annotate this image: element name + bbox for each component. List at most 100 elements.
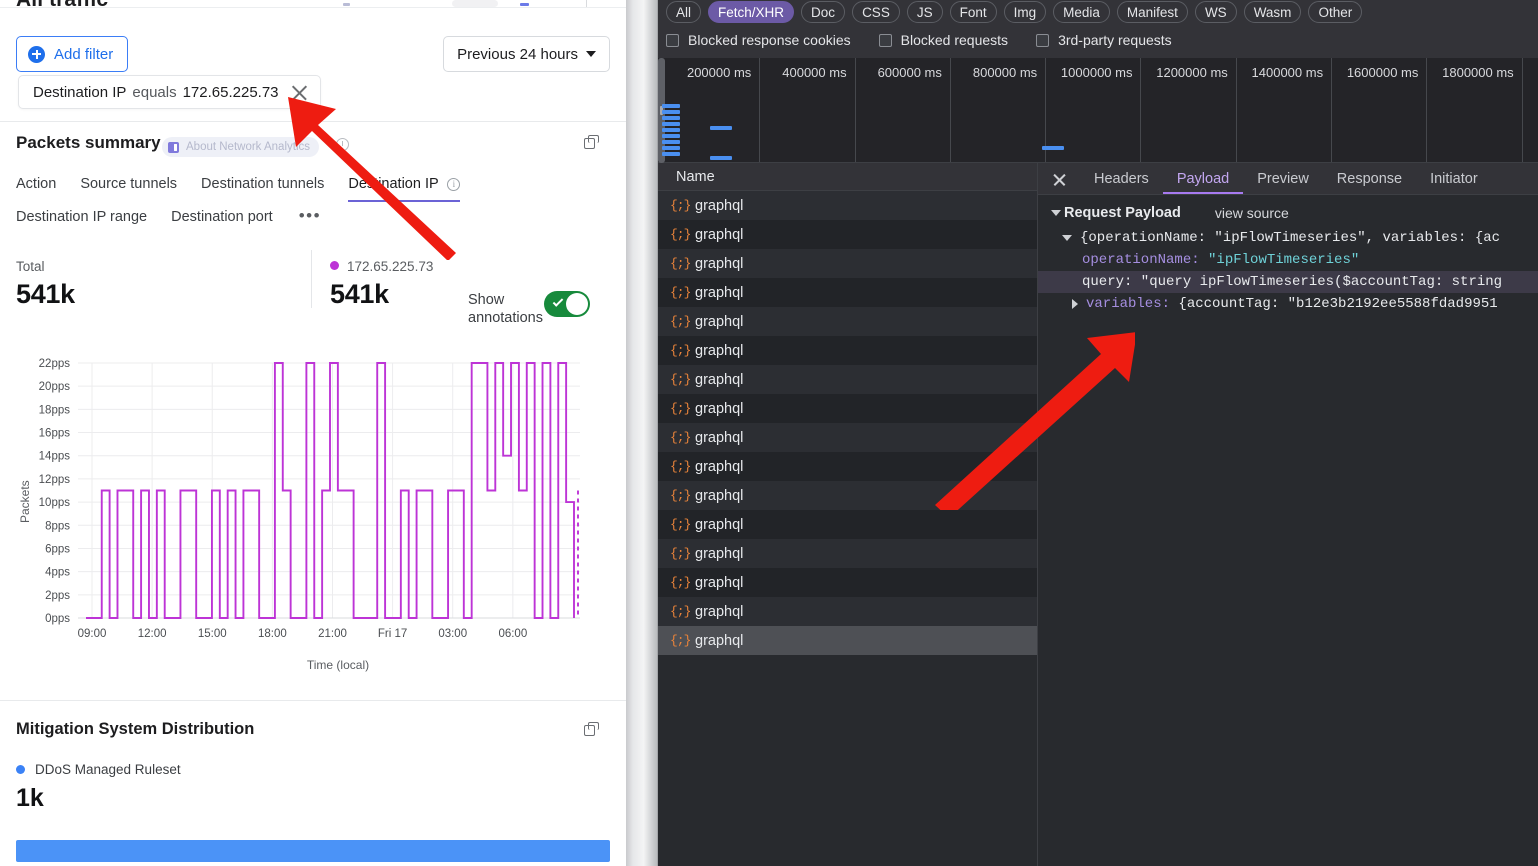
request-row[interactable]: {;} graphql [658,307,1037,336]
timeline-request-bar [662,140,680,144]
dimension-tab-destination-port[interactable]: Destination port [171,204,285,231]
timeline-drag-handle[interactable] [658,58,665,163]
dimension-tab-action[interactable]: Action [16,171,68,198]
request-payload-title[interactable]: Request Payload [1051,205,1181,221]
window-edge-shadow [626,0,658,866]
json-icon: {;} [670,604,691,619]
dimension-tab-destination-tunnels[interactable]: Destination tunnels [201,171,336,198]
info-icon[interactable]: i [447,178,461,191]
request-name: graphql [695,284,744,301]
add-filter-button[interactable]: Add filter [16,36,129,72]
request-name: graphql [695,632,744,649]
remove-filter-icon[interactable] [291,84,308,101]
show-annotations-toggle[interactable] [544,291,590,317]
x-axis-tick-label: 15:00 [198,628,227,640]
resource-filter-other[interactable]: Other [1308,1,1363,23]
expand-mitigation-card-icon[interactable] [584,722,600,738]
detail-tab-bar: Headers Payload Preview Response Initiat… [1038,163,1538,195]
checkbox-label: 3rd-party requests [1058,32,1172,48]
timeline-request-bar [662,134,680,138]
timeline-request-bar [662,128,680,132]
checkbox-3rd-party-requests[interactable]: 3rd-party requests [1036,32,1172,48]
request-row[interactable]: {;} graphql [658,394,1037,423]
timeline-request-bar [662,116,680,120]
tab-payload[interactable]: Payload [1163,163,1243,194]
request-row[interactable]: {;} graphql [658,249,1037,278]
chevron-down-icon[interactable] [1062,235,1072,241]
payload-variables-line[interactable]: variables: {accountTag: "b12e3b2192ee558… [1038,293,1538,315]
request-name: graphql [695,400,744,417]
resource-filter-all[interactable]: All [666,1,702,23]
resource-filter-wasm[interactable]: Wasm [1243,1,1302,23]
active-filter-chip[interactable]: Destination IP equals 172.65.225.73 [18,75,321,109]
request-row[interactable]: {;} graphql [658,365,1037,394]
network-overview-timeline[interactable]: 200000 ms 400000 ms 600000 ms 800000 ms 1000… [658,58,1538,180]
y-axis-tick-label: 16pps [39,428,71,440]
mitigation-distribution-bar[interactable] [16,840,610,862]
request-row[interactable]: {;} graphql [658,626,1037,655]
resource-filter-doc[interactable]: Doc [801,1,846,23]
dimension-tabs-row-2: Destination IP range Destination port ••… [0,204,626,231]
resource-filter-manifest[interactable]: Manifest [1116,1,1188,23]
chevron-right-icon[interactable] [1072,299,1078,309]
history-clock-icon[interactable] [336,138,349,151]
request-row[interactable]: {;} graphql [658,597,1037,626]
request-row[interactable]: {;} graphql [658,481,1037,510]
checkbox-label: Blocked requests [900,32,1009,48]
dimension-tab-destination-ip[interactable]: Destination IP i [348,171,472,202]
payload-query-line[interactable]: query: "query ipFlowTimeseries($accountT… [1038,271,1538,293]
dimension-tab-source-tunnels[interactable]: Source tunnels [80,171,189,198]
tab-response[interactable]: Response [1323,163,1416,194]
payload-root-line[interactable]: {operationName: "ipFlowTimeseries", vari… [1038,227,1538,249]
tab-headers[interactable]: Headers [1080,163,1163,194]
request-row[interactable]: {;} graphql [658,539,1037,568]
more-dimensions-icon[interactable]: ••• [298,206,322,225]
checkbox-blocked-requests[interactable]: Blocked requests [878,32,1009,48]
resource-filter-img[interactable]: Img [1003,1,1047,23]
request-row[interactable]: {;} graphql [658,220,1037,249]
request-row[interactable]: {;} graphql [658,452,1037,481]
chevron-down-icon[interactable] [1051,210,1061,216]
resource-filter-media[interactable]: Media [1053,1,1110,23]
checkbox-blocked-response-cookies[interactable]: Blocked response cookies [666,32,851,48]
resource-filter-fetch-xhr[interactable]: Fetch/XHR [708,1,795,23]
view-source-link[interactable]: view source [1214,205,1289,221]
request-row[interactable]: {;} graphql [658,336,1037,365]
about-network-analytics-badge[interactable]: About Network Analytics [162,137,320,157]
totals-row: Total 541k 172.65.225.73 541k [0,259,626,329]
request-detail-panel: Headers Payload Preview Response Initiat… [1038,163,1538,866]
y-axis-tick-label: 0pps [45,613,70,625]
request-row[interactable]: {;} graphql [658,191,1037,220]
request-row[interactable]: {;} graphql [658,510,1037,539]
payload-root-text: {operationName: "ipFlowTimeseries", vari… [1080,230,1501,246]
x-axis-tick-label: 06:00 [498,628,527,640]
request-list-header[interactable]: Name [658,163,1037,191]
request-row[interactable]: {;} graphql [658,568,1037,597]
request-row[interactable]: {;} graphql [658,278,1037,307]
resource-filter-js[interactable]: JS [906,1,943,23]
request-name: graphql [695,516,744,533]
resource-filter-font[interactable]: Font [949,1,997,23]
dimension-tab-destination-ip-range[interactable]: Destination IP range [16,204,159,231]
total-label: Total [16,259,45,274]
tab-initiator[interactable]: Initiator [1416,163,1492,194]
y-axis-tick-label: 8pps [45,520,70,532]
tab-label: Payload [1176,170,1230,187]
top-strip-tick [586,0,587,7]
resource-filter-css[interactable]: CSS [852,1,900,23]
expand-card-icon[interactable] [584,135,600,151]
series-metric: 172.65.225.73 541k [330,259,433,310]
payload-operation-name-line: operationName: "ipFlowTimeseries" [1038,249,1538,271]
chart-svg: 0pps 2pps 4pps 6pps 8pps 10pps 12pps 14pps 16pps… [39,358,580,640]
time-range-selector[interactable]: Previous 24 hours [443,36,610,72]
network-filter-bar: All Fetch/XHR Doc CSS JS Font Img Media Manifest… [658,0,1538,58]
dimension-tabs-row: Action Source tunnels Destination tunnel… [0,171,626,202]
json-icon: {;} [670,488,691,503]
json-icon: {;} [670,198,691,213]
json-icon: {;} [670,430,691,445]
x-axis-tick-label: 18:00 [258,628,287,640]
tab-preview[interactable]: Preview [1243,163,1323,194]
close-detail-icon[interactable] [1038,163,1080,194]
request-row[interactable]: {;} graphql [658,423,1037,452]
resource-filter-ws[interactable]: WS [1194,1,1237,23]
